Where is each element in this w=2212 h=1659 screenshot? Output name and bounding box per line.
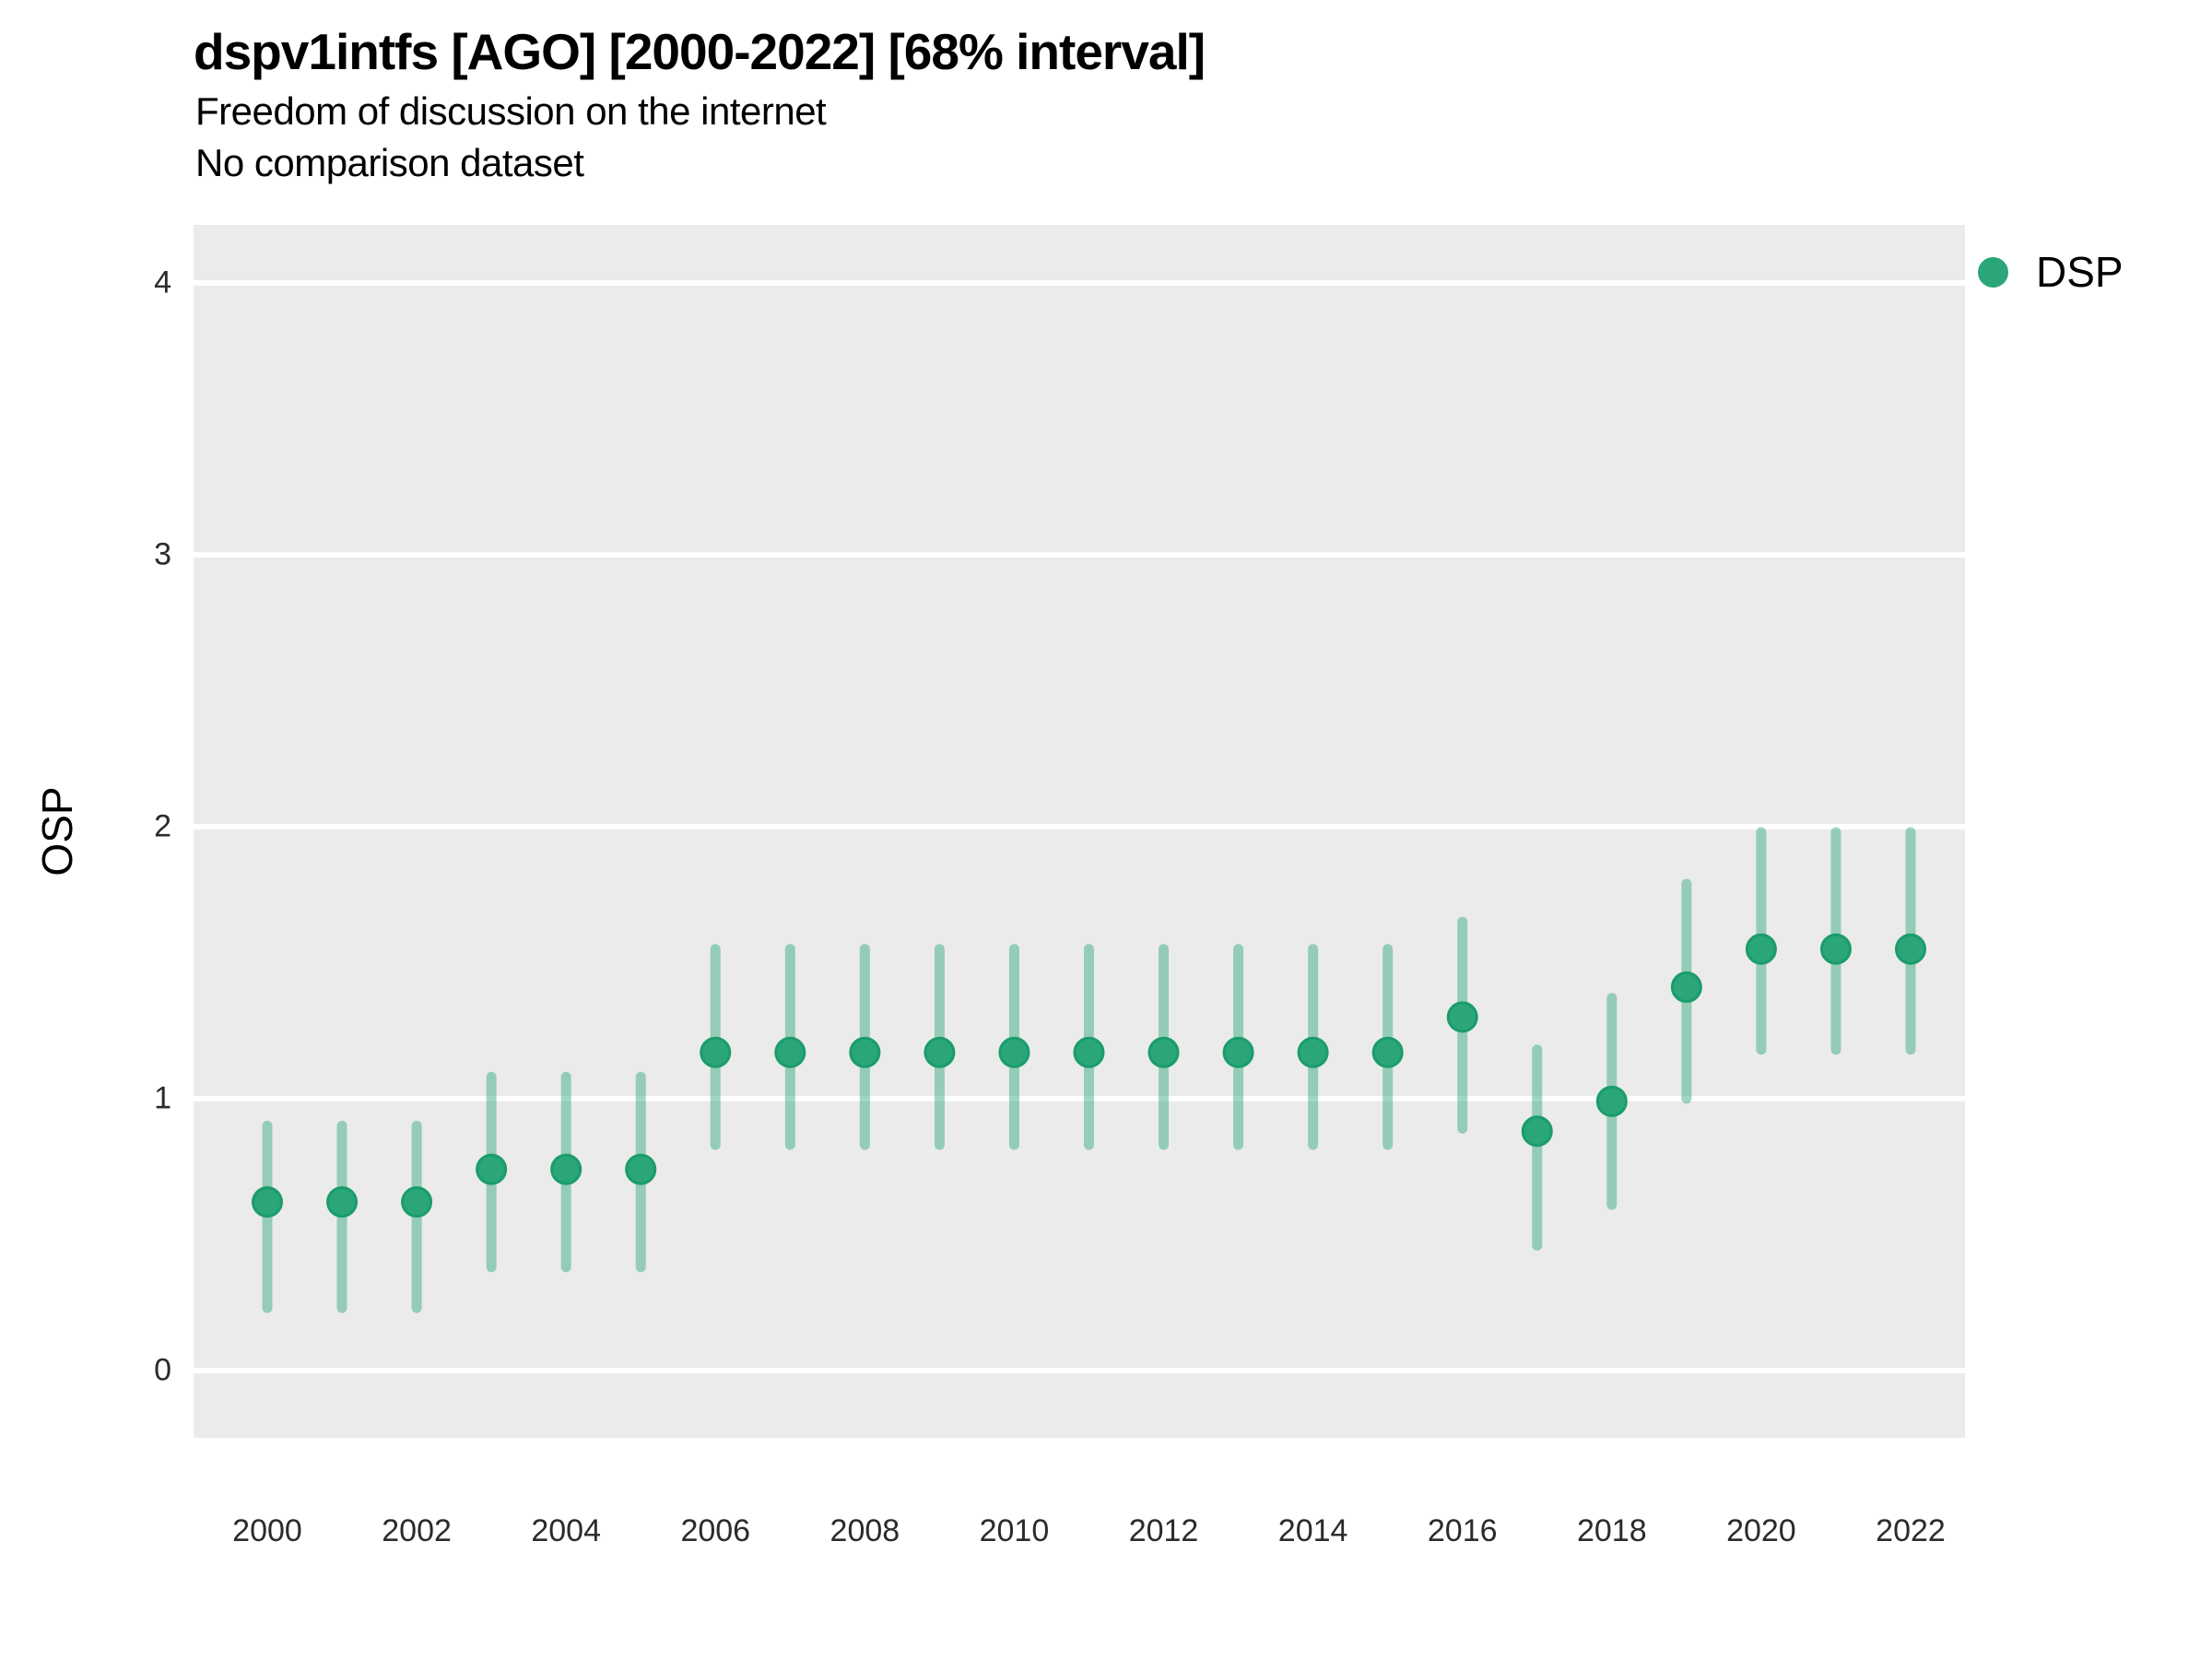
x-tick-label: 2002 [382,1513,452,1548]
x-tick-label: 2018 [1576,1513,1647,1548]
point-marker [849,1036,881,1068]
point-marker [1446,1001,1478,1033]
x-tick-label: 2012 [1128,1513,1199,1548]
x-tick-label: 2020 [1726,1513,1796,1548]
point-marker [625,1153,657,1185]
y-tick-label: 4 [154,265,171,300]
plot-subtitle: Freedom of discussion on the internet [195,89,827,133]
point-marker [326,1186,359,1218]
x-tick-label: 2008 [830,1513,900,1548]
comparison-note: No comparison dataset [195,141,584,184]
point-marker [1371,1036,1404,1068]
point-marker [1297,1036,1329,1068]
x-tick-label: 2014 [1277,1513,1348,1548]
point-marker [1670,971,1702,1004]
plot-panel [194,225,1965,1438]
y-tick-label: 3 [154,536,171,572]
legend: DSP [1978,247,2124,297]
legend-label: DSP [2036,248,2124,296]
point-marker [1745,933,1777,965]
x-tick-label: 2004 [531,1513,601,1548]
point-marker [550,1153,582,1185]
x-tick-label: 2010 [979,1513,1050,1548]
point-marker [774,1036,806,1068]
plot-title: dspv1intfs [AGO] [2000-2022] [68% interv… [194,23,1206,80]
point-marker [252,1186,283,1218]
point-marker [1147,1036,1180,1068]
point-marker [998,1036,1030,1068]
point-marker [924,1036,956,1068]
point-marker [1894,933,1926,965]
x-tick-label: 2006 [680,1513,751,1548]
point-marker [700,1036,732,1068]
x-tick-label: 2016 [1427,1513,1498,1548]
y-tick-label: 2 [154,808,171,844]
point-marker [1073,1036,1105,1068]
y-tick-label: 1 [154,1080,171,1116]
y-tick-label: 0 [154,1352,171,1388]
point-marker [1595,1085,1628,1117]
point-marker [1521,1115,1553,1147]
point-marker [401,1186,433,1218]
legend-point-swatch [1978,256,2008,288]
point-marker [1222,1036,1254,1068]
x-tick-label: 2022 [1876,1513,1946,1548]
point-marker [1819,933,1852,965]
y-axis-title: OSP [33,786,81,877]
x-tick-label: 2000 [232,1513,302,1548]
point-marker [476,1153,508,1185]
